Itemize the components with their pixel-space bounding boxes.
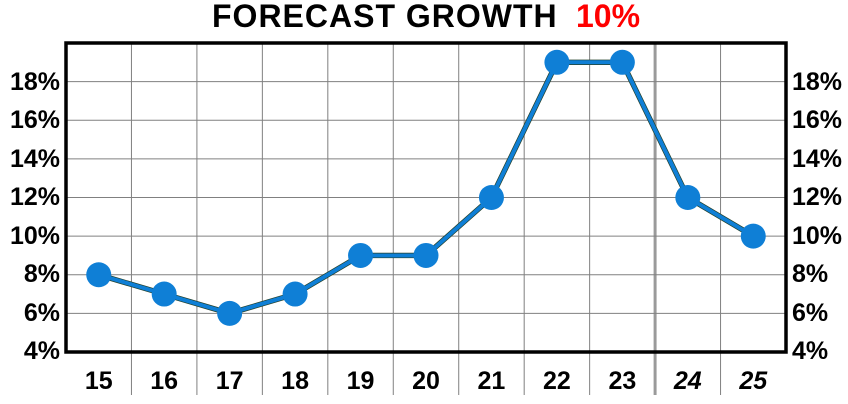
svg-text:12%: 12% [792, 183, 842, 211]
svg-text:10%: 10% [576, 0, 640, 34]
svg-text:23: 23 [608, 367, 636, 395]
svg-text:14%: 14% [792, 145, 842, 173]
svg-text:14%: 14% [10, 145, 60, 173]
svg-text:12%: 12% [10, 183, 60, 211]
svg-text:8%: 8% [24, 260, 60, 288]
svg-text:16%: 16% [792, 106, 842, 134]
svg-text:15: 15 [85, 367, 113, 395]
svg-text:4%: 4% [792, 337, 828, 365]
svg-text:10%: 10% [10, 222, 60, 250]
svg-text:21: 21 [478, 367, 506, 395]
svg-text:22: 22 [543, 367, 571, 395]
svg-text:19: 19 [347, 367, 375, 395]
svg-text:17: 17 [216, 367, 244, 395]
svg-text:20: 20 [412, 367, 440, 395]
svg-text:18%: 18% [10, 68, 60, 96]
svg-text:10%: 10% [792, 222, 842, 250]
svg-text:24: 24 [673, 367, 702, 395]
svg-text:16: 16 [150, 367, 178, 395]
svg-text:18: 18 [281, 367, 309, 395]
svg-text:6%: 6% [24, 299, 60, 327]
svg-text:25: 25 [738, 367, 768, 395]
svg-text:FORECAST GROWTH: FORECAST GROWTH [212, 0, 558, 34]
svg-text:18%: 18% [792, 68, 842, 96]
svg-text:4%: 4% [24, 337, 60, 365]
svg-text:6%: 6% [792, 299, 828, 327]
svg-text:16%: 16% [10, 106, 60, 134]
svg-text:8%: 8% [792, 260, 828, 288]
